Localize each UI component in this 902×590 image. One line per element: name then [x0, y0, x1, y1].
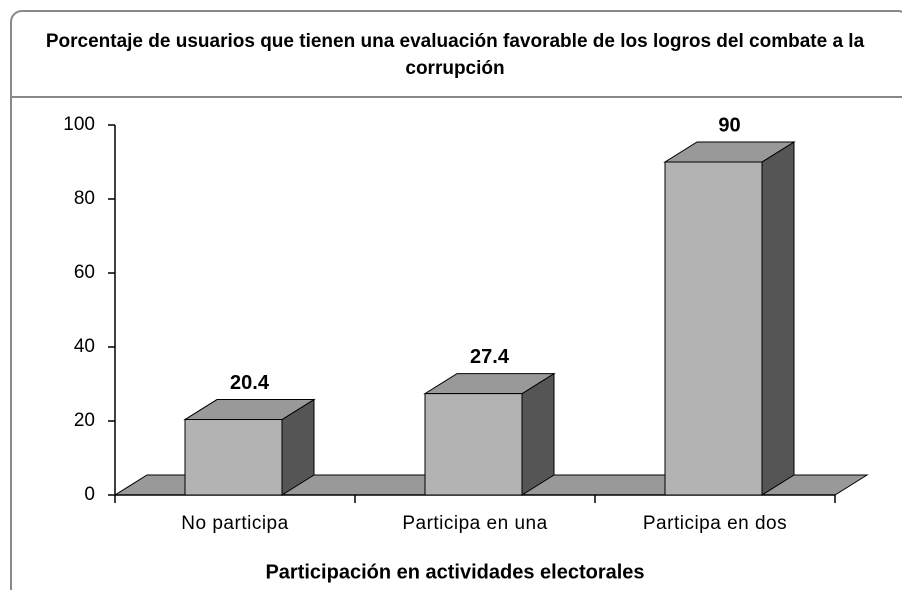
bar-front — [184, 419, 283, 496]
value-label: 27.4 — [470, 346, 510, 368]
frame — [10, 10, 902, 590]
y-tick-label: 80 — [74, 188, 95, 209]
y-tick-label: 20 — [74, 410, 95, 431]
x-axis-title: Participación en actividades electorales — [265, 561, 644, 583]
x-tick-label: Participa en una — [402, 513, 547, 534]
y-tick-label: 40 — [74, 336, 95, 357]
bar — [183, 398, 316, 496]
value-label: 90 — [718, 114, 740, 136]
x-tick-label: No participa — [181, 513, 288, 534]
bar-side — [761, 141, 795, 496]
x-tick-label: Participa en dos — [643, 513, 787, 534]
bar-side — [521, 372, 555, 496]
bar — [663, 141, 796, 496]
y-tick-label: 100 — [63, 114, 95, 135]
y-tick-label: 60 — [74, 262, 95, 283]
chart-title: Porcentaje de usuarios que tienen una ev… — [45, 31, 865, 79]
bar-front — [424, 393, 523, 496]
bar-front — [664, 161, 763, 496]
bar — [423, 372, 556, 496]
y-tick-label: 0 — [84, 484, 95, 505]
value-label: 20.4 — [230, 372, 270, 394]
separator — [10, 96, 902, 98]
